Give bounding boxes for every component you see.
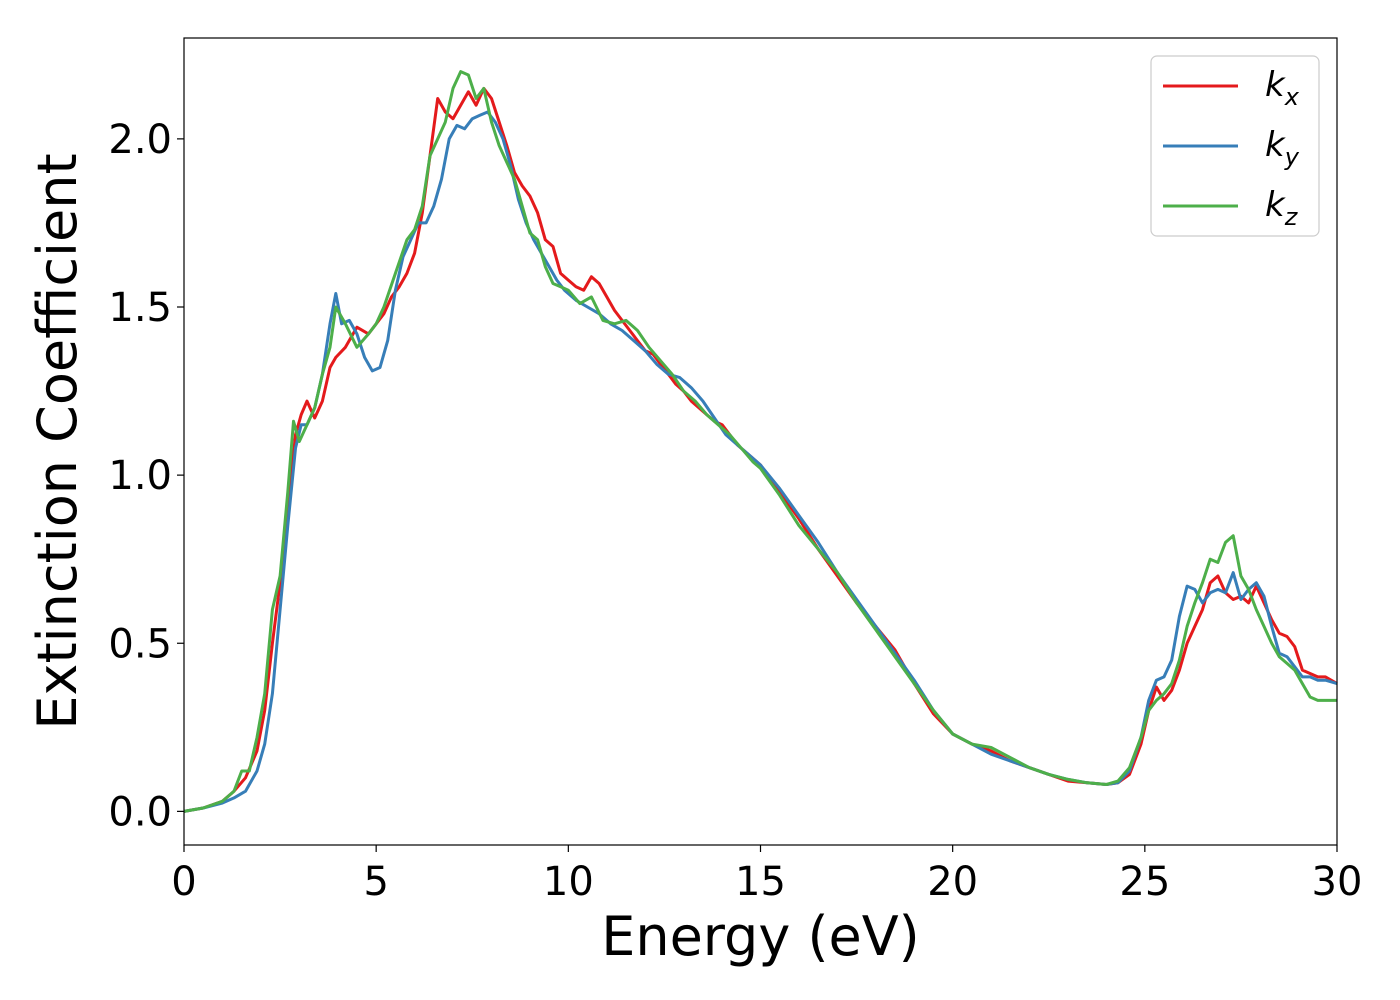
y-tick-label: 2.0 xyxy=(108,117,172,163)
x-tick-label: 25 xyxy=(1119,859,1170,905)
legend-label: kx xyxy=(1265,65,1300,111)
legend-item-x: kx xyxy=(1163,65,1300,111)
x-tick-label: 0 xyxy=(171,859,196,905)
legend-label: kz xyxy=(1265,185,1299,231)
y-tick-label: 1.5 xyxy=(108,285,172,331)
series-layer xyxy=(183,70,1338,813)
legend-label: ky xyxy=(1265,125,1300,171)
y-axis-title: Extinction Coefficient xyxy=(26,153,89,729)
series-line-y xyxy=(183,110,1338,813)
y-axis: 0.0 0.5 1.0 1.5 2.0 xyxy=(108,117,184,835)
y-tick-label: 0.5 xyxy=(108,621,172,667)
y-tick-label: 0.0 xyxy=(108,789,172,835)
x-axis: 0 5 10 15 20 25 30 xyxy=(171,845,1362,905)
series-line-z xyxy=(183,70,1337,813)
x-tick-label: 5 xyxy=(363,859,388,905)
x-axis-title: Energy (eV) xyxy=(601,905,920,968)
legend-item-z: kz xyxy=(1163,185,1299,231)
legend-item-y: ky xyxy=(1163,125,1300,171)
x-tick-label: 30 xyxy=(1312,859,1363,905)
legend: kx ky kz xyxy=(1150,55,1320,237)
x-tick-label: 20 xyxy=(927,859,978,905)
y-tick-label: 1.0 xyxy=(108,453,172,499)
x-tick-label: 15 xyxy=(735,859,786,905)
x-tick-label: 10 xyxy=(543,859,594,905)
